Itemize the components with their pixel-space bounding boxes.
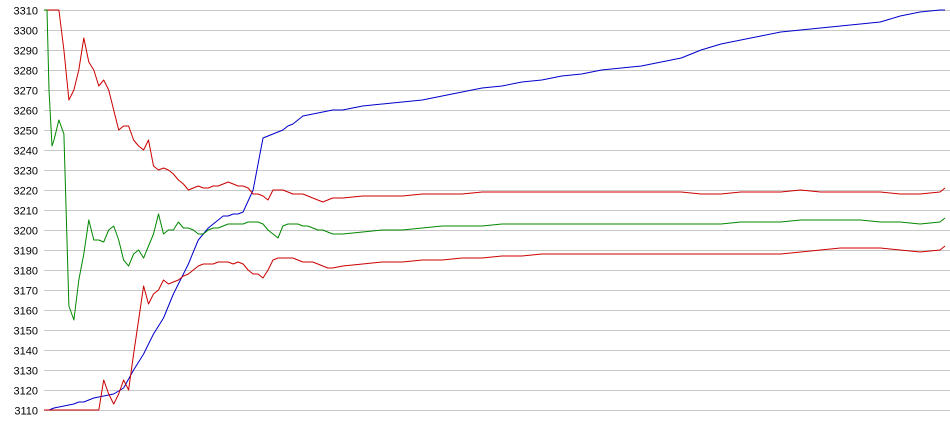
- y-tick-label: 3160: [14, 306, 38, 318]
- y-tick-label: 3290: [14, 46, 38, 58]
- y-tick-label: 3180: [14, 266, 38, 278]
- series-lines: [44, 9, 946, 411]
- y-tick-label: 3120: [14, 386, 38, 398]
- series-line-4: [44, 245, 946, 411]
- y-tick-label: 3110: [14, 406, 38, 418]
- gridlines: [44, 10, 950, 411]
- y-tick-label: 3210: [14, 206, 38, 218]
- y-tick-label: 3200: [14, 226, 38, 238]
- y-axis-tick-labels: 3310 3300 3290 3280 3270 3260 3250 3240 3230 3220…: [14, 6, 38, 418]
- y-tick-label: 3270: [14, 86, 38, 98]
- y-tick-label: 3280: [14, 66, 38, 78]
- y-tick-label: 3190: [14, 246, 38, 258]
- y-tick-label: 3140: [14, 346, 38, 358]
- series-line-3: [44, 9, 946, 321]
- y-tick-label: 3260: [14, 106, 38, 118]
- y-tick-label: 3300: [14, 26, 38, 38]
- y-tick-label: 3150: [14, 326, 38, 338]
- series-line-2: [44, 9, 946, 203]
- y-tick-label: 3220: [14, 186, 38, 198]
- y-tick-label: 3130: [14, 366, 38, 378]
- y-tick-label: 3170: [14, 286, 38, 298]
- series-line-1: [44, 9, 945, 411]
- y-tick-label: 3240: [14, 146, 38, 158]
- y-tick-label: 3250: [14, 126, 38, 138]
- y-tick-label: 3230: [14, 166, 38, 178]
- y-tick-label: 3310: [14, 6, 38, 18]
